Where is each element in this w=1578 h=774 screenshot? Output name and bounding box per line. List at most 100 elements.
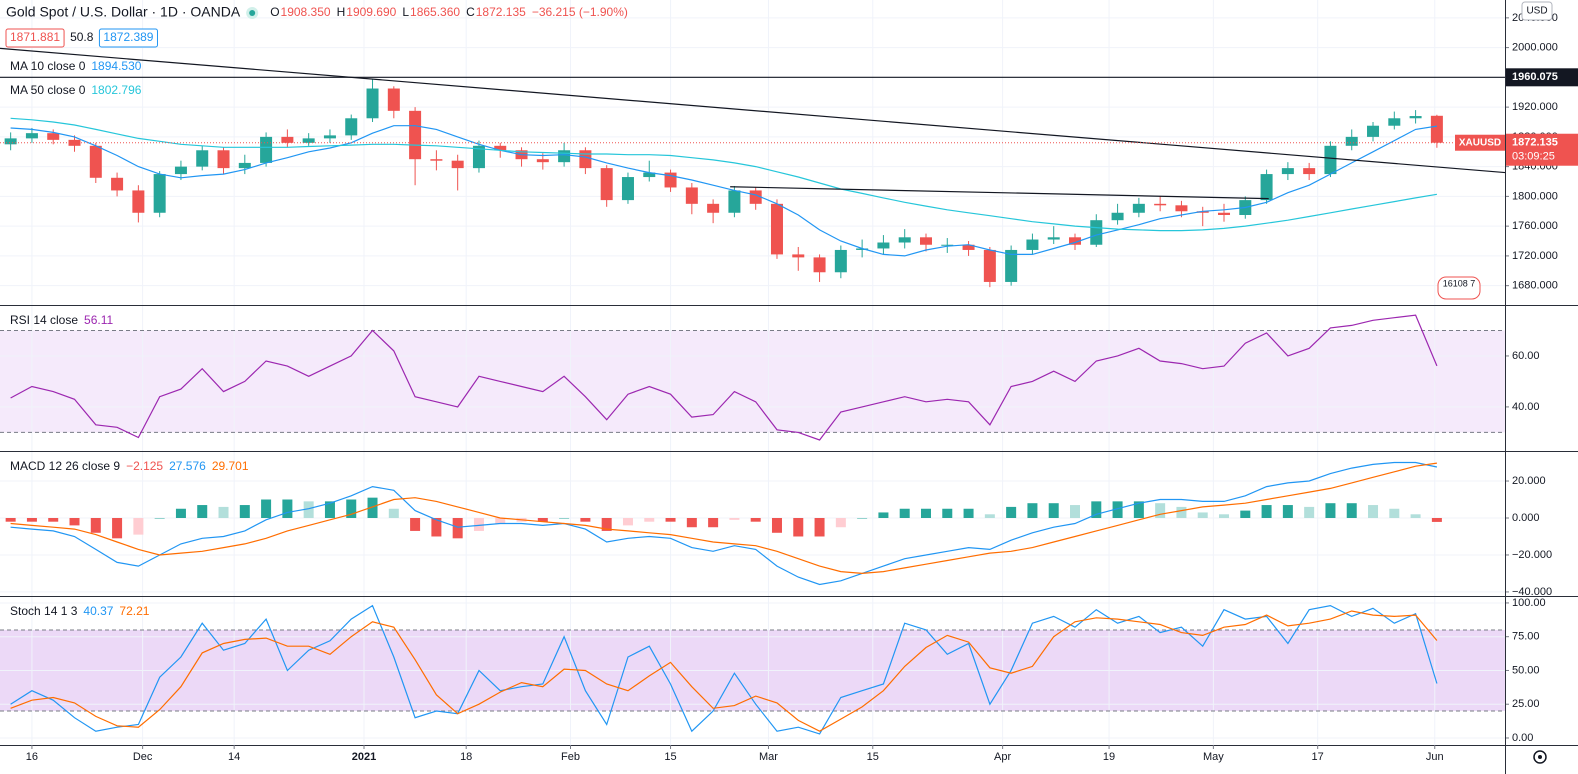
histogram-bar [431,517,442,537]
events-badge[interactable] [1437,276,1481,300]
legend-text: 27.576 [169,459,206,473]
legend-text: 1908.350 [281,5,331,19]
legend-text: 1872.389 [103,30,153,44]
value-box [98,28,158,48]
candle-body [707,203,720,213]
histogram-bar [771,517,782,533]
histogram-bar [878,512,889,518]
candle-body [47,133,60,140]
histogram-bar [835,517,846,528]
histogram-bar [1112,501,1123,518]
candle-body [941,244,954,246]
y-tick-label: 1760.000 [1512,220,1558,232]
histogram-bar [942,508,953,518]
histogram-bar [154,517,165,519]
candle-body [1005,249,1018,282]
candle-body [451,160,464,169]
candle-body [1218,212,1231,215]
histogram-bar [495,517,506,524]
histogram-bar [1240,510,1251,518]
histogram-bar [644,517,655,522]
histogram-bar [367,497,378,518]
candle-body [1132,203,1145,213]
events-label[interactable]: 16108 7 [1443,278,1476,288]
candle-body [260,136,273,163]
candle-body [1303,168,1316,175]
candle-body [856,248,869,250]
candle-body [153,174,166,213]
candle-body [1260,174,1273,201]
trend-line [730,186,1269,200]
x-tick-label: Jun [1426,751,1444,763]
candle-body [877,242,890,249]
candle-body [728,190,741,213]
legend-text: 50.8 [70,30,94,44]
y-tick-label: −20.000 [1512,549,1552,561]
legend-text: 72.21 [119,604,149,618]
candle-body [813,257,826,273]
histogram-bar [963,508,974,518]
candle-body [217,150,230,169]
histogram-bar [1282,505,1293,518]
legend-text: MACD 12 26 close 9 [10,459,120,473]
histogram-bar [750,517,761,522]
histogram-bar [920,508,931,518]
candle-body [600,168,613,201]
candle-body [1367,125,1380,137]
histogram-bar [559,517,570,519]
histogram-bar [1070,505,1080,518]
histogram-bar [324,501,335,518]
histogram-bar [857,517,868,519]
legend-text: RSI 14 close [10,313,78,327]
histogram-bar [1410,514,1421,518]
candle-body [430,159,443,161]
candle-body [1196,211,1209,213]
histogram-bar [175,508,186,518]
histogram-bar [708,517,719,528]
candle-body [898,237,911,243]
y-tick-label: 1800.000 [1512,190,1558,202]
candle-body [25,133,38,139]
level-label: 1960.075 [1512,71,1558,83]
histogram-bar [1027,503,1038,518]
x-tick-label: 17 [1312,751,1324,763]
candle-body [345,118,358,136]
histogram-bar [1048,503,1059,518]
histogram-bar [112,517,123,539]
histogram-bar [1368,505,1379,518]
legend-text: 29.701 [212,459,249,473]
legend-text: H [337,5,346,19]
candle-body [919,237,932,245]
histogram-bar [537,517,548,522]
settings-icon[interactable] [1533,750,1547,764]
candle-body [323,135,336,139]
x-tick-label: 15 [664,751,676,763]
histogram-bar [5,517,16,522]
indicator-line [10,462,1437,575]
indicator-line [10,314,1438,441]
histogram-bar [1091,501,1102,518]
currency-box[interactable] [1521,1,1553,21]
histogram-bar [473,517,484,531]
y-tick-label: 25.00 [1512,698,1540,710]
histogram-bar [452,517,463,539]
histogram-bar [197,505,208,518]
legend-text: −36.215 (−1.90%) [532,5,628,19]
currency[interactable]: USD [1526,6,1547,17]
trend-line [0,47,1506,174]
candle-body [685,187,698,204]
settings-icon-center[interactable] [1538,755,1542,759]
legend-text: 1894.530 [91,59,141,73]
histogram-bar [303,501,314,518]
histogram-bar [622,517,633,526]
histogram-bar [1133,501,1144,518]
candle-body [174,166,187,175]
legend-text: MA 10 close 0 [10,59,86,73]
legend-text: 1802.796 [91,83,141,97]
histogram-bar [899,508,910,518]
histogram-bar [90,517,101,533]
candle-body [983,249,996,282]
histogram-bar [729,517,740,520]
histogram-bar [601,517,612,531]
market-status-dot [249,10,256,16]
